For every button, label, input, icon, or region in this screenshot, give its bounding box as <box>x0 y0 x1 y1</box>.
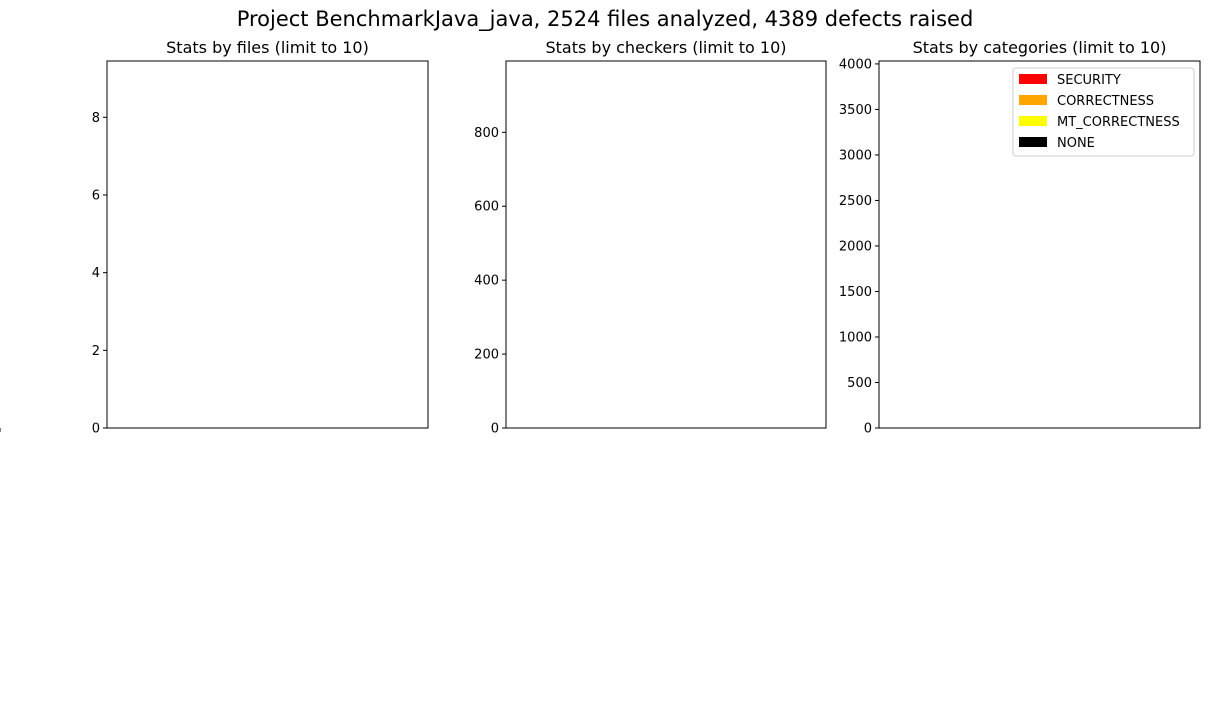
y-tick-label: 2 <box>92 344 100 359</box>
y-tick-label: 500 <box>847 376 872 391</box>
chart-categories-plot-area: 05001000150020002500300035004000SECURITY… <box>0 57 1201 444</box>
figure-suptitle: Project BenchmarkJava_java, 2524 files a… <box>237 7 974 32</box>
y-tick-label: 0 <box>491 422 499 437</box>
y-tick-label: 200 <box>474 348 499 363</box>
y-tick-label: 1000 <box>839 330 872 345</box>
legend-label-security: SECURITY <box>1057 73 1121 88</box>
legend-label-correctness: CORRECTNESS <box>1057 94 1154 109</box>
legend: SECURITY CORRECTNESS MT_CORRECTNESS NONE <box>1012 67 1195 157</box>
legend-label-mt_correctness: MT_CORRECTNESS <box>1057 115 1180 130</box>
legend-swatch-correctness <box>1019 95 1047 105</box>
y-tick-label: 2500 <box>839 194 872 209</box>
y-tick-label: 0 <box>92 422 100 437</box>
y-tick-label: 3500 <box>839 103 872 118</box>
chart-checkers-title: Stats by checkers (limit to 10) <box>545 38 786 57</box>
y-tick-label: 4 <box>92 266 100 281</box>
chart-categories: Stats by categories (limit to 10) 0 500 10… <box>0 38 1201 444</box>
chart-checkers: Stats by checkers (limit to 10) 0 200 400 6… <box>0 38 827 444</box>
y-tick-label: 3000 <box>839 148 872 163</box>
axes-frame <box>505 60 827 429</box>
y-tick-label: 600 <box>474 200 499 215</box>
chart-files: Stats by files (limit to 10) 02468../Hib… <box>0 38 429 437</box>
axes-frame <box>106 60 429 429</box>
chart-checkers-plot-area: 0200400600800XSS_SERVLETPATH_TRAVERSAL_I… <box>0 60 827 444</box>
axes-frame <box>878 60 1201 429</box>
legend-swatch-none <box>1019 137 1047 147</box>
y-tick-label: 800 <box>474 126 499 141</box>
legend-swatch-security <box>1019 74 1047 84</box>
legend-swatch-mt_correctness <box>1019 116 1047 126</box>
chart-categories-title: Stats by categories (limit to 10) <box>913 38 1167 57</box>
chart-files-title: Stats by files (limit to 10) <box>166 38 369 57</box>
legend-box <box>1012 67 1195 157</box>
y-tick-label: 6 <box>92 188 100 203</box>
y-tick-label: 2000 <box>839 239 872 254</box>
y-tick-label: 1500 <box>839 285 872 300</box>
y-tick-label: 400 <box>474 274 499 289</box>
y-tick-label: 0 <box>864 422 872 437</box>
y-tick-label: 8 <box>92 111 100 126</box>
legend-label-none: NONE <box>1057 136 1095 151</box>
y-tick-label: 4000 <box>839 57 872 72</box>
chart-files-plot-area: 02468../HibernateUtil.java../BenchmarkTe… <box>0 60 429 437</box>
